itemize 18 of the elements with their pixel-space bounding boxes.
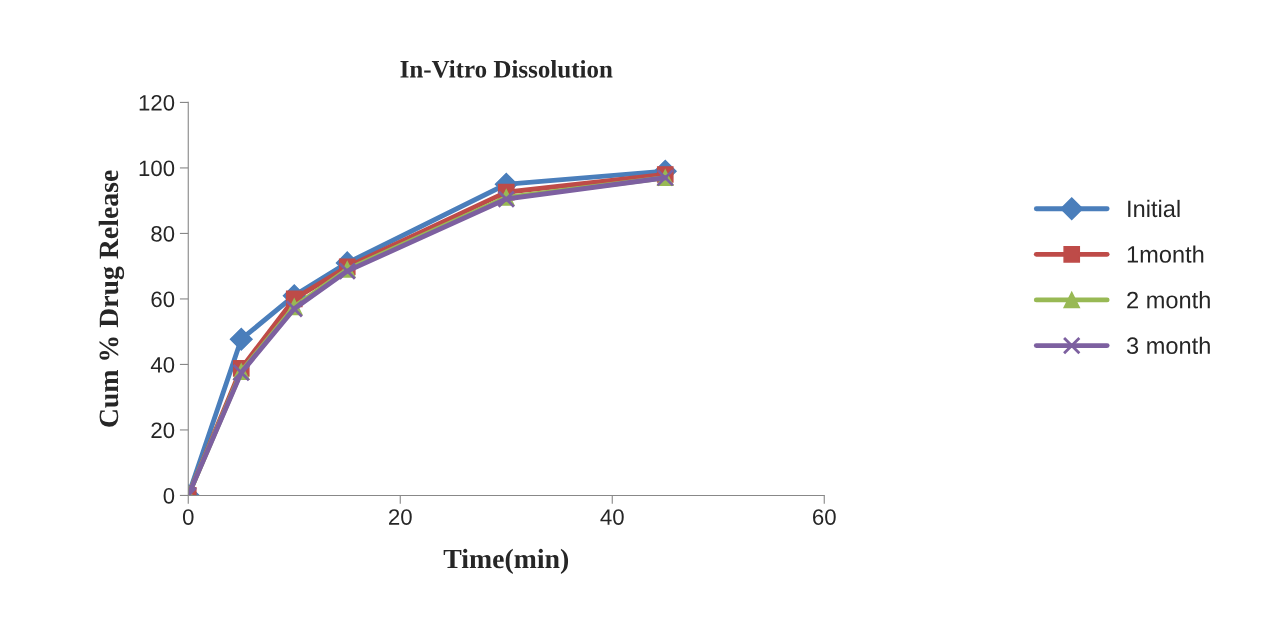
y-tick-label: 0 xyxy=(163,487,175,504)
x-tick-label: 40 xyxy=(600,509,624,525)
y-tick-label: 100 xyxy=(139,160,175,177)
x-axis-title: Time(min) xyxy=(443,548,569,574)
y-tick-label: 20 xyxy=(151,422,175,439)
x-tick-label: 20 xyxy=(389,509,412,525)
x-tick-label: 60 xyxy=(813,509,836,525)
legend-label: 2 month xyxy=(1127,291,1210,309)
legend-label: Initial xyxy=(1128,199,1180,218)
x-tick-label: 0 xyxy=(182,509,194,525)
y-tick-label: 40 xyxy=(150,356,175,373)
legend-label: 3 month xyxy=(1126,336,1210,355)
legend-label: 1month xyxy=(1127,245,1204,263)
y-tick-label: 120 xyxy=(139,94,175,111)
y-tick-label: 80 xyxy=(151,225,175,242)
chart-title: In-Vitro Dissolution xyxy=(400,60,613,78)
y-tick-label: 60 xyxy=(151,291,175,308)
y-axis-title: Cum % Drug Release xyxy=(98,170,125,427)
